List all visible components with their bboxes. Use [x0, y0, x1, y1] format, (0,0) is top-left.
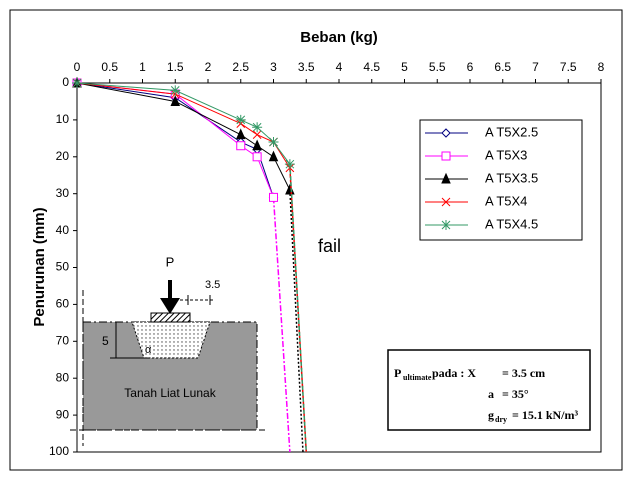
y-tick-label: 10	[56, 112, 70, 126]
info-symbol: g	[488, 408, 494, 422]
x-tick-label: 7	[532, 60, 539, 74]
legend-marker	[442, 152, 450, 160]
y-tick-label: 70	[56, 333, 70, 347]
x-tick-label: 1	[139, 60, 146, 74]
marker	[285, 159, 295, 169]
marker	[286, 185, 294, 194]
info-value: = 35°	[502, 387, 529, 401]
y-tick-label: 50	[56, 260, 70, 274]
x-tick-label: 2	[205, 60, 212, 74]
depth-label: 5	[102, 334, 109, 348]
footing	[151, 313, 190, 322]
marker	[270, 152, 278, 161]
marker	[253, 141, 261, 150]
stress-zone	[132, 322, 210, 358]
x-tick-label: 8	[598, 60, 605, 74]
marker	[252, 122, 262, 132]
x-tick-label: 1.5	[167, 60, 184, 74]
marker	[270, 193, 278, 201]
foundation-sketch: P 3.5 5 α Tanah Liat Lunak	[70, 254, 265, 446]
info-value: = 15.1 kN/m³	[512, 408, 579, 422]
y-tick-label: 60	[56, 297, 70, 311]
legend-marker	[441, 220, 451, 230]
extrapolation-line	[290, 190, 303, 452]
angle-label: α	[145, 344, 152, 356]
x-tick-label: 0	[74, 60, 81, 74]
x-tick-label: 7.5	[560, 60, 577, 74]
series-line	[77, 83, 290, 190]
y-tick-label: 80	[56, 370, 70, 384]
marker	[253, 153, 261, 161]
marker	[236, 115, 246, 125]
x-tick-label: 2.5	[232, 60, 249, 74]
marker	[170, 85, 180, 95]
chart: Beban (kg) Penurunan (mm) P 3.5 5 α Tana…	[0, 0, 634, 482]
y-tick-label: 0	[62, 75, 69, 89]
y-tick-label: 30	[56, 186, 70, 200]
marker	[237, 142, 245, 150]
x-tick-label: 6.5	[494, 60, 511, 74]
x-tick-label: 0.5	[101, 60, 118, 74]
legend-label: A T5X3.5	[485, 170, 538, 185]
marker	[269, 137, 279, 147]
legend-label: A T5X2.5	[485, 124, 538, 139]
chart-title: Beban (kg)	[300, 29, 378, 46]
legend-label: A T5X3	[485, 147, 527, 162]
legend-label: A T5X4.5	[485, 216, 538, 231]
info-text: pada : X	[432, 366, 476, 380]
marker	[237, 130, 245, 139]
legend: A T5X2.5 A T5X3 A T5X3.5 A T5X4 A T5X4.5	[420, 120, 582, 240]
info-subscript: ultimate	[403, 373, 432, 382]
legend-label: A T5X4	[485, 193, 527, 208]
info-symbol: P	[394, 366, 401, 380]
y-tick-label: 100	[49, 444, 69, 458]
info-value: = 3.5 cm	[502, 366, 545, 380]
x-tick-label: 4.5	[363, 60, 380, 74]
info-subscript: dry	[495, 415, 507, 424]
x-tick-label: 3.5	[298, 60, 315, 74]
extrapolation-line	[274, 197, 290, 452]
info-symbol: a	[488, 387, 494, 401]
info-box: P ultimate pada : X = 3.5 cm a = 35° g d…	[388, 350, 590, 430]
x-tick-label: 3	[270, 60, 277, 74]
soil-label: Tanah Liat Lunak	[124, 386, 216, 400]
x-tick-label: 4	[336, 60, 343, 74]
x-tick-label: 5	[401, 60, 408, 74]
x-tick-label: 5.5	[429, 60, 446, 74]
width-label: 3.5	[205, 279, 220, 291]
y-tick-label: 90	[56, 407, 70, 421]
load-label: P	[166, 254, 175, 269]
fail-label: fail	[318, 236, 341, 256]
x-tick-label: 6	[467, 60, 474, 74]
y-tick-label: 20	[56, 149, 70, 163]
y-axis-label: Penurunan (mm)	[31, 207, 48, 326]
marker	[72, 78, 82, 88]
y-tick-label: 40	[56, 223, 70, 237]
